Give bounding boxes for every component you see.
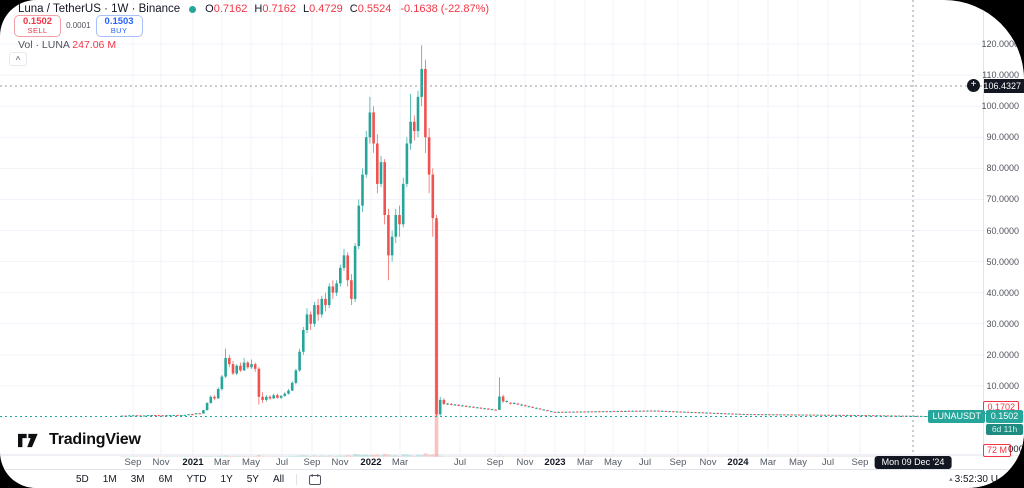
bottom-toolbar: 5D 1M 3M 6M YTD 1Y 5Y All ▴ 3:52:30 U bbox=[0, 469, 1024, 488]
price-tick: 10.0000 bbox=[986, 380, 1019, 391]
price-tick: 70.0000 bbox=[986, 194, 1019, 205]
time-tick: Mar bbox=[576, 457, 594, 468]
volume-value: 247.06 M bbox=[72, 39, 117, 51]
tradingview-brand-text: TradingView bbox=[49, 431, 141, 448]
time-tick: Jul bbox=[453, 457, 467, 468]
chart-legend: Luna / TetherUS · 1W · Binance O0.7162 H… bbox=[18, 3, 489, 15]
time-tick: May bbox=[789, 457, 807, 468]
price-tick: 40.0000 bbox=[986, 287, 1019, 298]
buy-button[interactable]: 0.1503 BUY bbox=[95, 15, 143, 37]
price-tick: 60.0000 bbox=[986, 225, 1019, 236]
tradingview-logo-icon bbox=[18, 433, 38, 447]
last-price-row: LUNAUSDT 0.1502 bbox=[928, 410, 1023, 424]
toolbar-divider bbox=[296, 473, 298, 485]
volume-axis-label: 72 M bbox=[982, 444, 1011, 457]
time-tick: Sep bbox=[124, 457, 142, 468]
buy-price: 0.1503 bbox=[104, 16, 134, 27]
clock-arrow-icon: ▴ bbox=[949, 476, 953, 483]
time-tick: Sep bbox=[851, 457, 869, 468]
time-tick: Nov bbox=[152, 457, 170, 468]
price-chart[interactable] bbox=[0, 0, 1024, 471]
chevron-up-icon: ^ bbox=[15, 54, 21, 64]
time-tick: 2022 bbox=[360, 457, 382, 468]
tradingview-watermark[interactable]: TradingView bbox=[18, 431, 141, 449]
sell-button[interactable]: 0.1502 SELL bbox=[14, 15, 62, 37]
time-tick: Nov bbox=[699, 457, 717, 468]
price-tick: 100.0000 bbox=[981, 101, 1019, 112]
crosshair-price-label: 106.4327 bbox=[983, 79, 1024, 93]
range-button-3m[interactable]: 3M bbox=[130, 473, 145, 485]
crosshair-date-tooltip: Mon 09 Dec '24 bbox=[874, 455, 952, 469]
open-key: O bbox=[205, 3, 214, 15]
time-tick: Nov bbox=[331, 457, 349, 468]
add-alert-plus-icon[interactable]: + bbox=[967, 79, 980, 92]
low-value: 0.4729 bbox=[309, 3, 343, 15]
range-button-5d[interactable]: 5D bbox=[76, 473, 89, 485]
range-button-all[interactable]: All bbox=[272, 473, 285, 485]
clipped-axis-text: 000 bbox=[1008, 444, 1024, 455]
price-tick: 110.0000 bbox=[982, 70, 1019, 81]
price-tick: 90.0000 bbox=[986, 132, 1019, 143]
close-value: 0.5524 bbox=[357, 3, 392, 15]
ohlc-values: O0.7162 H0.7162 L0.4729 C0.5524 bbox=[205, 3, 391, 15]
price-tick: 80.0000 bbox=[986, 163, 1019, 174]
trade-panel: 0.1502 SELL 0.0001 0.1503 BUY bbox=[14, 15, 143, 37]
range-button-ytd[interactable]: YTD bbox=[186, 473, 207, 485]
time-tick: Mar bbox=[213, 457, 231, 468]
symbol-tag[interactable]: LUNAUSDT bbox=[928, 410, 985, 424]
price-tick: 30.0000 bbox=[986, 318, 1019, 329]
time-tick: Mar bbox=[759, 457, 777, 468]
change-value: -0.1638 (-22.87%) bbox=[400, 3, 490, 15]
time-tick: Mar bbox=[391, 457, 409, 468]
sell-price: 0.1502 bbox=[23, 16, 53, 27]
time-tick: Jul bbox=[821, 457, 835, 468]
price-tick: 120.0000 bbox=[981, 39, 1019, 50]
high-key: H bbox=[254, 3, 263, 15]
time-tick: 2023 bbox=[544, 457, 566, 468]
time-tick: 2021 bbox=[182, 457, 204, 468]
bar-countdown: 6d 11h bbox=[986, 424, 1023, 436]
volume-legend: Vol · LUNA 247.06 M bbox=[18, 39, 116, 51]
open-value: 0.7162 bbox=[213, 3, 248, 15]
price-axis[interactable]: USD 120.0000 110.0000 100.0000 90.0000 80.00… bbox=[981, 0, 1024, 455]
market-status-icon bbox=[189, 5, 197, 13]
range-button-1m[interactable]: 1M bbox=[102, 473, 117, 485]
high-value: 0.7162 bbox=[262, 3, 296, 15]
time-tick: Jul bbox=[638, 457, 652, 468]
symbol-title[interactable]: Luna / TetherUS · 1W · Binance bbox=[18, 3, 181, 15]
collapse-legend-button[interactable]: ^ bbox=[9, 52, 27, 66]
range-button-6m[interactable]: 6M bbox=[158, 473, 173, 485]
volume-label[interactable]: Vol · LUNA bbox=[18, 39, 70, 51]
sell-label: SELL bbox=[27, 25, 48, 35]
time-tick: Sep bbox=[303, 457, 321, 468]
price-tick: 20.0000 bbox=[986, 349, 1019, 360]
spread-value: 0.0001 bbox=[66, 21, 91, 31]
go-to-date-icon[interactable] bbox=[309, 473, 322, 485]
time-tick: Jul bbox=[275, 457, 289, 468]
market-clock[interactable]: ▴ 3:52:30 U bbox=[949, 474, 998, 485]
time-axis[interactable]: Sep Nov 2021 Mar May Jul Sep Nov 2022 Mar Jul Sep No… bbox=[0, 455, 1024, 470]
time-tick: May bbox=[604, 457, 622, 468]
currency-label: USD bbox=[995, 6, 1016, 17]
date-range-switcher: 5D 1M 3M 6M YTD 1Y 5Y All bbox=[76, 474, 284, 485]
close-key: C bbox=[349, 3, 358, 15]
time-tick: May bbox=[242, 457, 260, 468]
time-tick: 2024 bbox=[727, 457, 749, 468]
clock-time: 3:52:30 U bbox=[954, 473, 998, 485]
time-tick: Sep bbox=[669, 457, 687, 468]
range-button-5y[interactable]: 5Y bbox=[246, 473, 259, 485]
buy-label: BUY bbox=[110, 25, 128, 35]
time-tick: Nov bbox=[516, 457, 534, 468]
last-price-label: 0.1502 bbox=[986, 410, 1023, 424]
time-tick: Sep bbox=[486, 457, 504, 468]
low-key: L bbox=[302, 3, 310, 15]
range-button-1y[interactable]: 1Y bbox=[220, 473, 233, 485]
price-tick: 50.0000 bbox=[986, 256, 1019, 267]
